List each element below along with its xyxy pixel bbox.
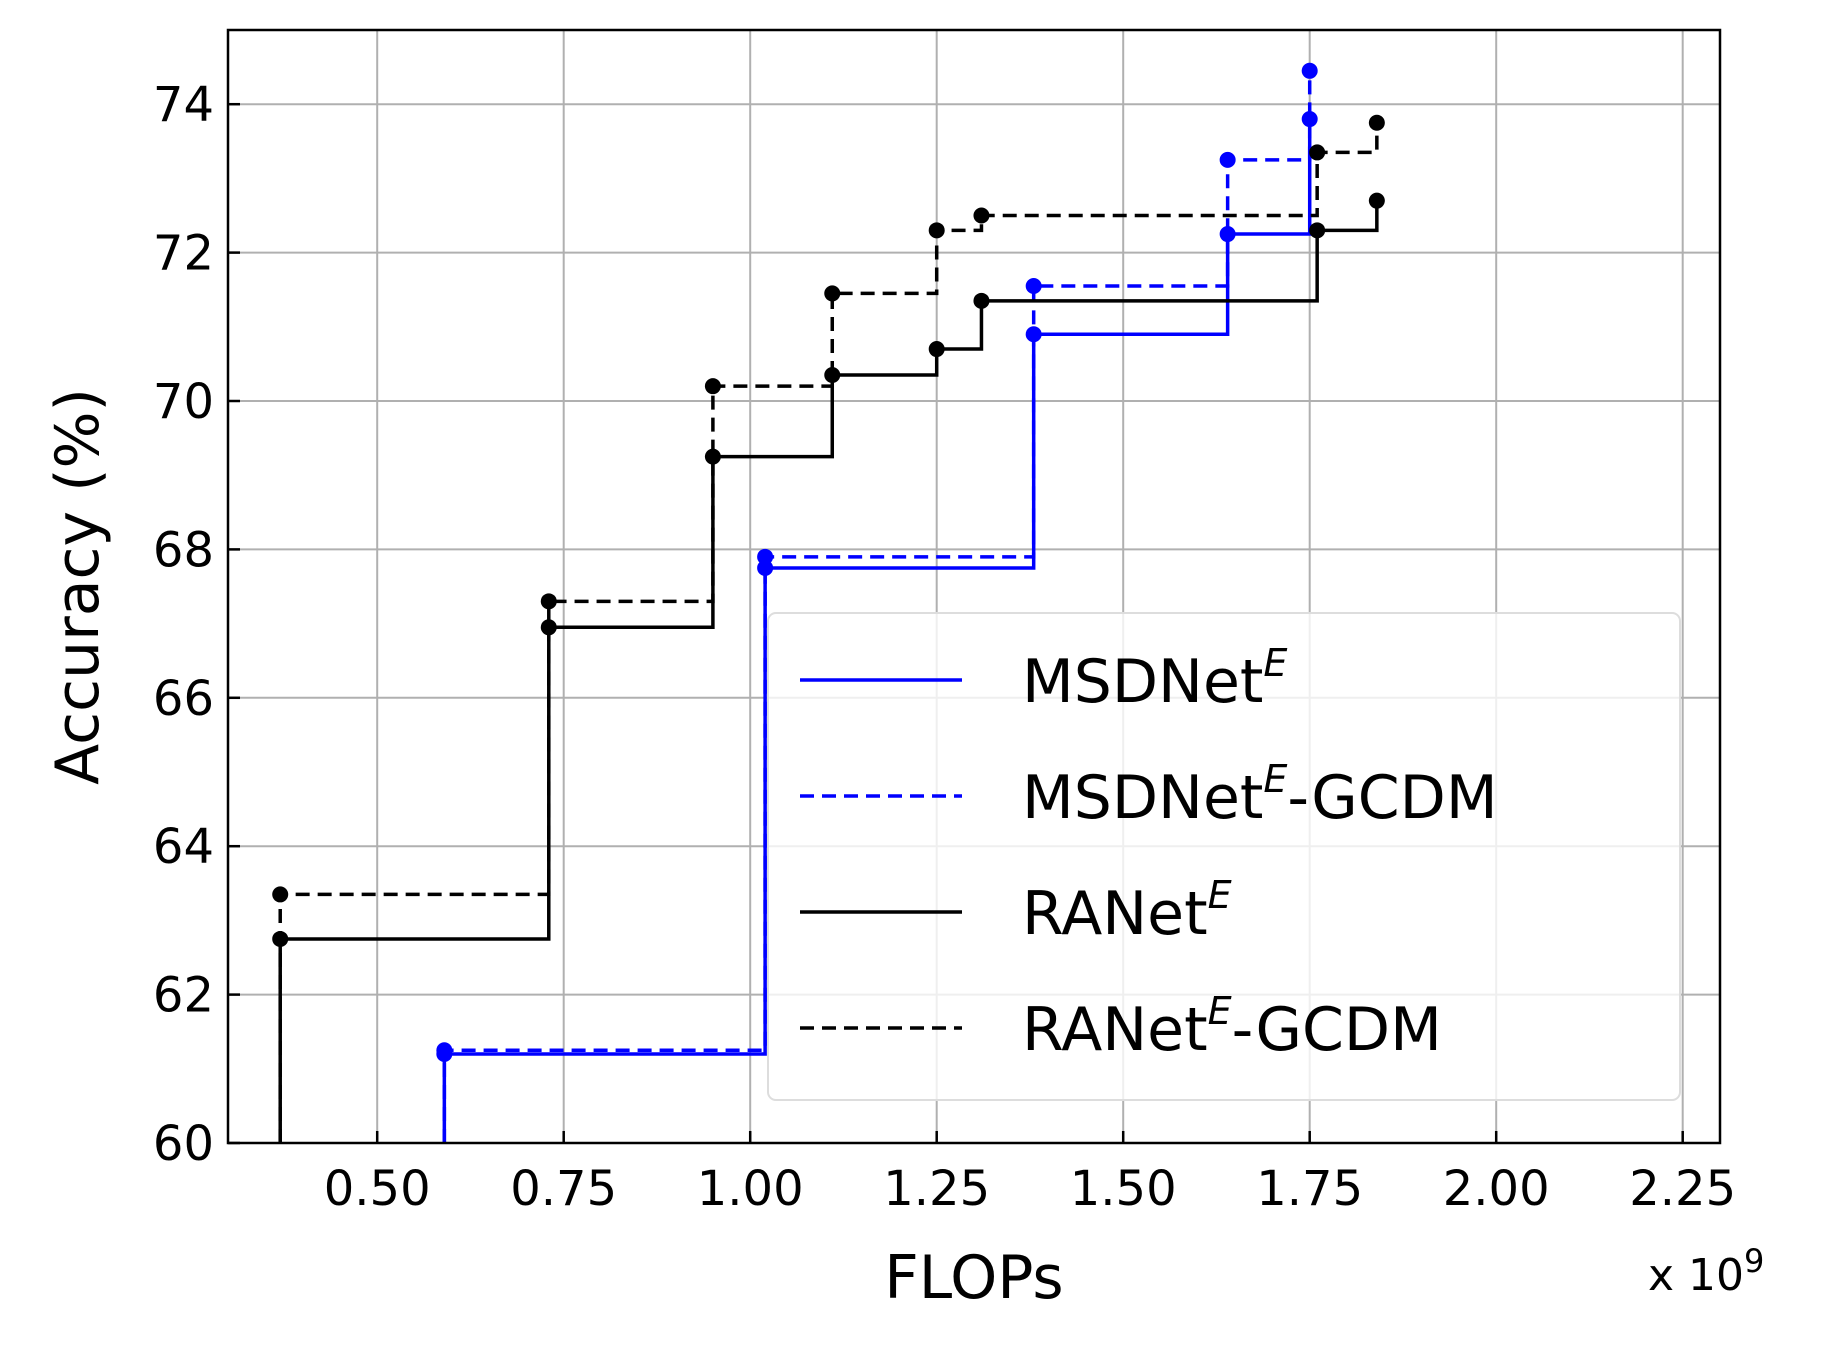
x-multiplier-exponent: 9 (1744, 1242, 1764, 1280)
legend-superscript: E (1208, 873, 1232, 917)
data-point (540, 593, 557, 610)
x-tick-labels: 0.50 0.75 1.00 1.25 1.50 1.75 2.00 2.25 (324, 1161, 1736, 1217)
legend-label: RANetE (1022, 873, 1232, 949)
data-point (1368, 192, 1385, 209)
data-point (824, 285, 841, 302)
y-tick-label: 68 (153, 522, 214, 578)
y-tick-labels: 60 62 64 66 68 70 72 74 (153, 77, 214, 1172)
legend-label: RANetE-GCDM (1022, 989, 1442, 1065)
data-point (757, 559, 774, 576)
data-point (973, 292, 990, 309)
legend-superscript: E (1263, 641, 1287, 685)
x-tick-label: 1.25 (883, 1161, 990, 1217)
x-tick-label: 1.50 (1070, 1161, 1177, 1217)
data-point (928, 341, 945, 358)
data-point (757, 548, 774, 565)
x-multiplier-base: x 10 (1648, 1250, 1744, 1301)
y-axis-title: Accuracy (%) (43, 388, 113, 785)
x-tick-label: 0.75 (510, 1161, 617, 1217)
x-tick-label: 1.75 (1256, 1161, 1363, 1217)
legend-name: RANet (1022, 879, 1208, 949)
legend-entry-2: RANetE (800, 873, 1232, 949)
legend-box (767, 612, 1681, 1101)
data-point (272, 886, 289, 903)
legend-suffix: -GCDM (1287, 763, 1497, 833)
y-tick-label: 74 (153, 77, 214, 133)
y-tick-label: 70 (153, 374, 214, 430)
plot-frame (226, 28, 1722, 1145)
x-tick-label: 2.25 (1629, 1161, 1736, 1217)
data-point (540, 619, 557, 636)
data-point (436, 1042, 453, 1059)
x-axis-title: FLOPs (884, 1243, 1063, 1313)
data-point (1301, 111, 1318, 128)
data-point (1309, 144, 1326, 161)
series-line (442, 70, 1312, 1143)
series-3 (272, 114, 1385, 1143)
data-point (1219, 226, 1236, 243)
data-point (1368, 114, 1385, 131)
data-point (1219, 151, 1236, 168)
data-point (973, 207, 990, 224)
y-tick-label: 60 (153, 1116, 214, 1172)
x-tick-label: 2.00 (1443, 1161, 1550, 1217)
y-tick-label: 72 (153, 226, 214, 282)
legend-name: MSDNet (1022, 763, 1263, 833)
legend-superscript: E (1208, 989, 1232, 1033)
series-1 (436, 62, 1318, 1143)
legend-entry-0: MSDNetE (800, 641, 1287, 717)
data-point (1025, 277, 1042, 294)
x-multiplier-label: x 109 (1648, 1242, 1764, 1301)
y-tick-label: 66 (153, 671, 214, 727)
data-point (704, 448, 721, 465)
legend-label: MSDNetE (1022, 641, 1287, 717)
data-point (704, 378, 721, 395)
legend-entry-1: MSDNetE-GCDM (800, 757, 1498, 833)
data-point (1309, 222, 1326, 239)
y-tick-label: 64 (153, 819, 214, 875)
data-point (928, 222, 945, 239)
data-point (1301, 62, 1318, 79)
legend-label: MSDNetE-GCDM (1022, 757, 1498, 833)
legend-superscript: E (1263, 757, 1287, 801)
x-tick-label: 1.00 (697, 1161, 804, 1217)
series-line (278, 122, 1379, 1143)
legend-name: RANet (1022, 995, 1208, 1065)
legend-entry-3: RANetE-GCDM (800, 989, 1442, 1065)
series-layer (272, 62, 1385, 1143)
x-tick-label: 0.50 (324, 1161, 431, 1217)
y-tick-label: 62 (153, 968, 214, 1024)
legend-name: MSDNet (1022, 647, 1263, 717)
legend-suffix: -GCDM (1232, 995, 1442, 1065)
